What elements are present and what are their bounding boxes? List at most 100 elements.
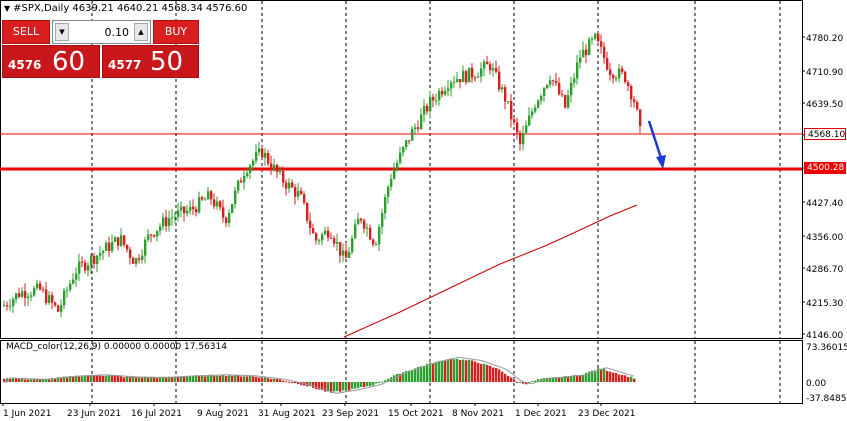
candle-body [534,107,537,112]
candle-body [255,152,258,161]
candle-body [354,224,357,239]
candle-body [75,273,78,280]
macd-bar [429,362,432,382]
macd-bar [42,378,45,382]
macd-frame [0,340,803,404]
macd-bar [159,377,162,382]
candle-body [252,160,255,166]
macd-bar [594,370,597,382]
macd-bar [618,374,621,382]
macd-bar [90,374,93,382]
candle-body [384,197,387,214]
candle-body [639,109,642,126]
one-click-trading-panel: SELL ▼ ▲ BUY 4576 60 4577 50 [2,20,199,78]
candle-body [345,250,348,258]
macd-bar [603,368,606,382]
macd-bar [84,375,87,382]
volume-input[interactable] [71,24,132,40]
chart-collapse-icon[interactable]: ▼ [4,4,11,13]
macd-bar [615,372,618,382]
time-axis-label: 1 Dec 2021 [515,409,567,419]
price-axis-label: 4356.00 [806,233,843,243]
candle-body [591,38,594,40]
candle-body [606,58,609,70]
candle-body [225,217,228,223]
candle-body [69,283,72,291]
candle-body [558,82,561,95]
macd-bar [243,376,246,382]
macd-bar [282,380,285,382]
candle-body [297,190,300,197]
candle-body [363,220,366,229]
macd-bar [315,382,318,390]
macd-bar [87,375,90,382]
candle-body [54,302,57,306]
candle-body [240,180,243,183]
sell-button[interactable]: SELL [2,20,50,44]
volume-increase-icon[interactable]: ▲ [134,23,148,41]
macd-bar [51,378,54,382]
candle-body [342,250,345,256]
time-axis-label: 15 Oct 2021 [388,409,444,419]
candle-body [450,82,453,89]
candle-body [243,176,246,183]
buy-quote[interactable]: 4577 50 [102,45,199,78]
candle-body [72,279,75,284]
candle-body [174,216,177,218]
candle-body [273,164,276,170]
buy-quote-pips: 50 [150,47,184,77]
candle-body [270,163,273,170]
candle-body [519,132,522,144]
candle-body [210,191,213,200]
candle-body [453,81,456,83]
candle-body [279,171,282,173]
candle-body [234,190,237,205]
candle-body [489,64,492,71]
candle-body [537,100,540,108]
macd-bar [333,382,336,392]
macd-bar [48,379,51,382]
macd-bar [570,376,573,382]
macd-bar [60,377,63,382]
price-axis-label: 4286.70 [806,265,843,275]
candle-body [507,101,510,103]
candle-body [366,227,369,229]
candle-body [600,41,603,47]
macd-bar [270,378,273,382]
macd-bar [591,370,594,382]
candle-body [567,95,570,108]
macd-bar [342,382,345,391]
sell-quote-prefix: 4576 [8,58,42,72]
candle-body [3,305,6,307]
macd-bar [294,382,297,383]
buy-button[interactable]: BUY [153,20,199,44]
macd-bar [324,382,327,392]
macd-bar [345,382,348,391]
candle-body [432,96,435,101]
candle-body [324,230,327,235]
candle-body [456,79,459,82]
macd-bar [117,375,120,382]
candle-body [300,190,303,195]
trend-arrow-head [656,155,666,169]
candle-body [528,115,531,126]
candle-body [552,80,555,82]
candle-body [222,207,225,218]
candle-body [213,199,216,207]
macd-bar [3,378,6,382]
macd-bar [369,382,372,386]
sell-quote[interactable]: 4576 60 [2,45,100,78]
macd-bar [285,381,288,383]
candle-body [318,240,321,242]
candle-body [612,75,615,79]
volume-decrease-icon[interactable]: ▼ [55,23,69,41]
macd-bar [339,382,342,392]
macd-bar [108,375,111,382]
macd-bar [486,364,489,382]
macd-bar [240,376,243,382]
macd-bar [537,379,540,382]
candle-body [594,33,597,39]
candle-body [315,233,318,241]
